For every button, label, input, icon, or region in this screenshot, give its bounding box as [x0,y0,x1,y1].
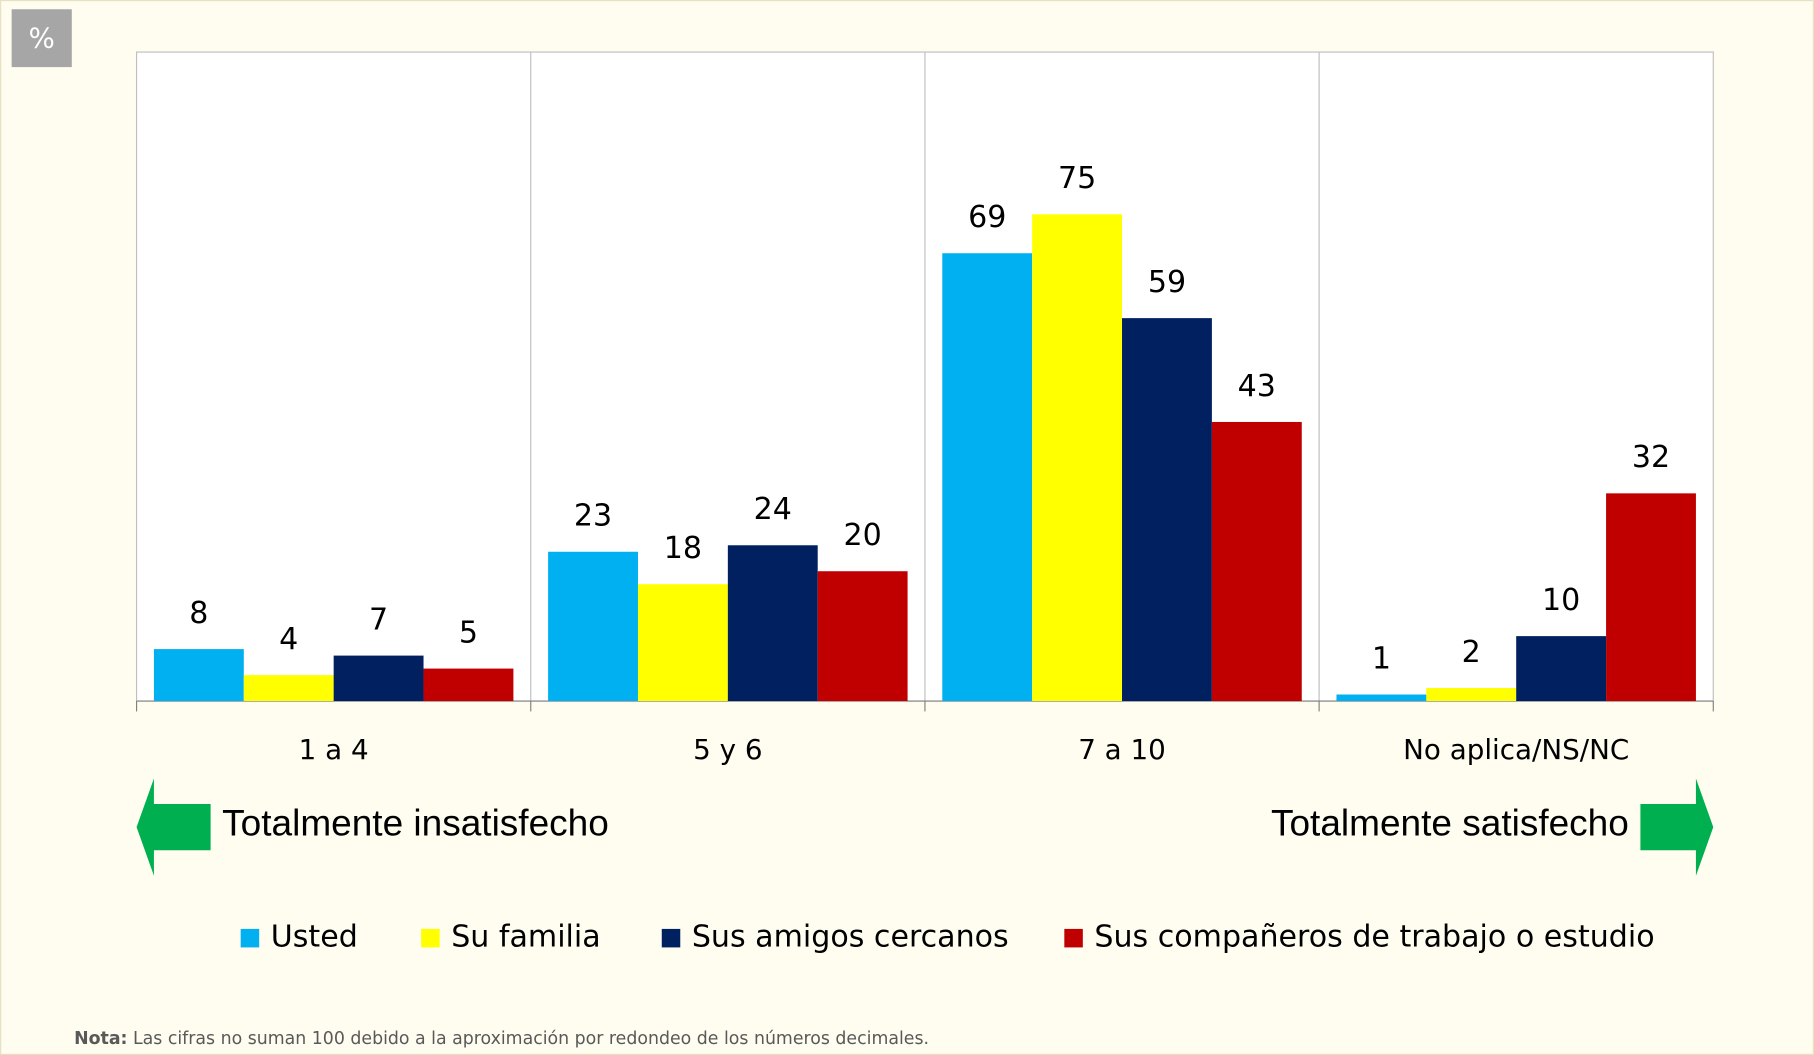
data-label: 43 [1238,369,1276,404]
unit-box [11,9,72,68]
bar [333,655,424,702]
bar [727,545,818,702]
right-arrow [1640,778,1714,876]
note-text: Las cifras no suman 100 debido a la apro… [133,1029,929,1049]
data-label: 8 [189,596,208,631]
data-label: 1 [1372,641,1391,676]
bar [1606,493,1696,702]
legend-swatch [661,928,681,948]
data-label: 7 [369,602,388,637]
data-label: 24 [754,492,792,527]
x-tick-label: 1 a 4 [299,733,369,766]
left-arrow [136,778,211,876]
data-label: 59 [1148,265,1186,300]
bar [1516,636,1607,702]
data-label: 23 [574,499,612,534]
legend-swatch [421,928,440,948]
bar [1122,318,1212,702]
left-annotation: Totalmente insatisfecho [222,802,609,844]
data-label: 69 [968,200,1006,235]
data-label: 20 [844,518,882,553]
legend-label: Usted [271,920,358,955]
x-tick-label: No aplica/NS/NC [1403,733,1629,766]
note: Nota: Las cifras no suman 100 debido a l… [74,1029,929,1049]
data-label: 18 [664,531,702,566]
legend-swatch [1064,928,1083,948]
legend-label: Sus amigos cercanos [692,920,1009,955]
x-tick-label: 7 a 10 [1078,733,1166,766]
bar [817,571,908,702]
data-label: 10 [1542,583,1580,618]
bar [1211,421,1302,702]
bar [548,551,638,702]
data-label: 32 [1632,440,1670,475]
bar [1426,688,1517,702]
data-label: 4 [279,622,298,657]
data-label: 5 [459,615,478,650]
legend-label: Sus compañeros de trabajo o estudio [1094,920,1654,955]
legend-label: Su familia [451,920,600,955]
bar [1336,694,1427,702]
bar [637,584,728,702]
x-tick-label: 5 y 6 [693,733,762,766]
legend-swatch [240,928,260,948]
bar [423,668,514,702]
note-label: Nota: [74,1029,127,1049]
bar [153,649,244,702]
bar [1032,214,1123,702]
data-label: 75 [1058,161,1096,196]
bar [942,253,1033,702]
data-label: 2 [1462,635,1481,670]
unit-label: % [29,21,55,54]
right-annotation: Totalmente satisfecho [1271,802,1629,844]
bar [243,675,334,702]
